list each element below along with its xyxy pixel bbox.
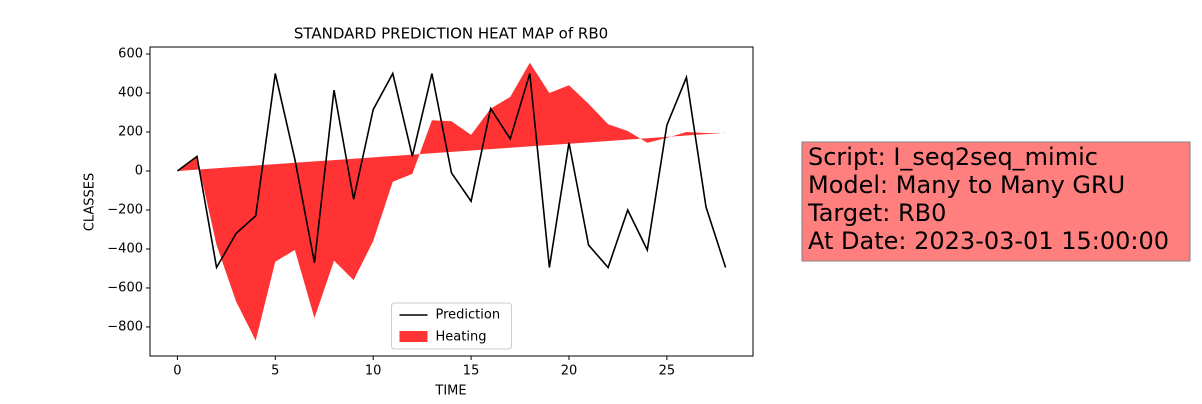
y-tick-label: −400 — [107, 241, 143, 256]
y-tick-label: −600 — [107, 280, 143, 295]
line — [176, 71, 727, 270]
chart-title: STANDARD PREDICTION HEAT MAP of RB0 — [294, 25, 608, 43]
annotation-line: At Date: 2023-03-01 15:00:00 — [808, 227, 1169, 255]
x-axis-label: TIME — [434, 384, 466, 399]
legend-label: Prediction — [436, 308, 501, 323]
y-tick-label: 0 — [135, 163, 143, 178]
x-tick-label: 15 — [463, 364, 480, 379]
y-tick-label: 400 — [118, 86, 143, 101]
annotation-box — [801, 141, 1191, 262]
x-tick-label: 0 — [173, 364, 181, 379]
legend-swatch — [399, 331, 428, 342]
y-tick-label: 600 — [118, 47, 143, 62]
x-tick-label: 25 — [659, 364, 676, 379]
area — [177, 62, 726, 341]
legend-label: Heating — [436, 330, 487, 345]
plot-frame — [149, 46, 754, 357]
x-tick-label: 10 — [365, 364, 382, 379]
annotation-line: Target: RB0 — [807, 199, 946, 227]
y-tick-label: −200 — [107, 202, 143, 217]
y-tick-label: 200 — [118, 124, 143, 139]
y-tick-label: −800 — [107, 319, 143, 334]
annotation-line: Model: Many to Many GRU — [808, 171, 1125, 199]
annotation-line: Script: I_seq2seq_mimic — [808, 143, 1098, 171]
y-axis-label: CLASSES — [83, 173, 98, 231]
x-tick-label: 5 — [271, 364, 279, 379]
x-tick-label: 20 — [561, 364, 578, 379]
